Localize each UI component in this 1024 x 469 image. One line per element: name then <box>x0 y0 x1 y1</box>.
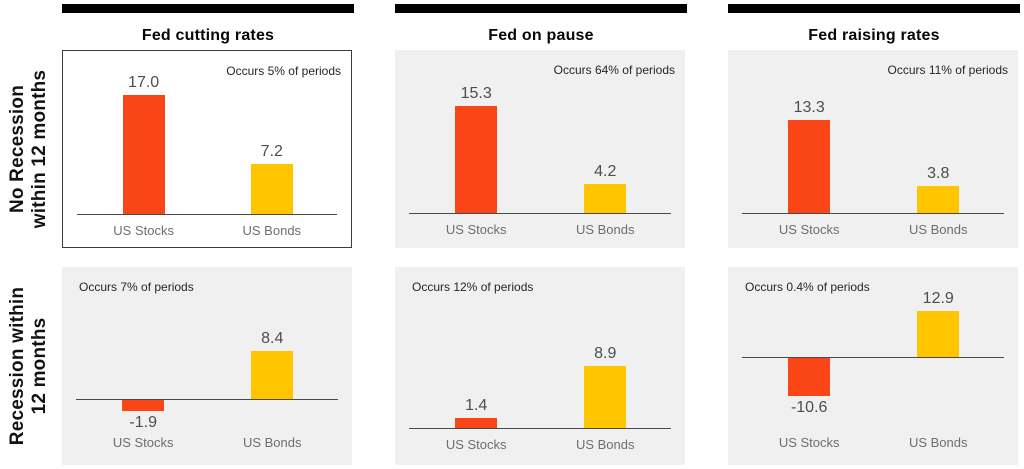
category-label: US Bonds <box>908 435 968 450</box>
category-label: US Bonds <box>242 223 302 238</box>
bar-value-label: 8.4 <box>261 330 284 348</box>
column-title-fed-raising: Fed raising rates <box>808 27 940 44</box>
x-axis-line <box>742 213 1004 214</box>
us-bonds-bar <box>251 351 294 399</box>
bar-value-label: 17.0 <box>128 74 160 91</box>
x-axis-line <box>76 399 338 400</box>
chart-panel-recession-fed-raising: Occurs 0.4% of periods -10.6 US Stocks 1… <box>728 267 1018 465</box>
bar-group-us-bonds: 8.4 US Bonds <box>212 267 332 465</box>
row-label-line: No Recession <box>7 84 28 214</box>
column-header-bar <box>62 4 354 13</box>
occurs-annotation: Occurs 7% of periods <box>79 280 194 294</box>
bar-value-label: 3.8 <box>927 165 950 183</box>
bar-group-us-bonds: 12.9 US Bonds <box>878 267 998 465</box>
us-stocks-bar <box>122 400 165 411</box>
bar-value-label: -10.6 <box>790 399 828 417</box>
occurs-annotation: Occurs 11% of periods <box>887 63 1009 77</box>
bar-group-us-stocks: 15.3 US Stocks <box>416 50 536 248</box>
bar-value-label: -1.9 <box>129 413 157 431</box>
row-label-recession: Recession within 12 months <box>7 266 53 466</box>
bar-group-us-bonds: 8.9 US Bonds <box>545 267 665 465</box>
bar-group-us-bonds: 4.2 US Bonds <box>545 50 665 248</box>
us-stocks-bar <box>455 105 498 213</box>
column-header-bar <box>395 4 687 13</box>
chart-panel-recession-fed-pause: Occurs 12% of periods 1.4 US Stocks 8.9 … <box>395 267 685 465</box>
occurs-annotation: Occurs 0.4% of periods <box>745 280 870 294</box>
bar-group-us-bonds: 3.8 US Bonds <box>878 50 998 248</box>
chart-panel-no-recession-fed-raising: Occurs 11% of periods 13.3 US Stocks 3.8… <box>728 50 1018 248</box>
bar-value-label: 12.9 <box>922 289 954 307</box>
x-axis-line <box>409 213 671 214</box>
bar-group-us-stocks: 17.0 US Stocks <box>84 51 204 247</box>
category-label: US Bonds <box>575 437 635 452</box>
x-axis-line <box>77 214 337 215</box>
us-bonds-bar <box>917 186 960 213</box>
chart-panel-no-recession-fed-pause: Occurs 64% of periods 15.3 US Stocks 4.2… <box>395 50 685 248</box>
x-axis-line <box>409 428 671 429</box>
category-label: US Stocks <box>112 435 174 450</box>
row-label-line: 12 months <box>28 317 50 415</box>
us-bonds-bar <box>917 310 960 357</box>
category-label: US Stocks <box>778 222 840 237</box>
chart-panel-recession-fed-cutting: Occurs 7% of periods -1.9 US Stocks 8.4 … <box>62 267 352 465</box>
row-label-no-recession: No Recession within 12 months <box>7 49 53 249</box>
column-header-bar <box>728 4 1020 13</box>
bar-value-label: 4.2 <box>594 162 617 180</box>
us-stocks-bar <box>788 358 831 397</box>
category-label: US Stocks <box>113 223 174 238</box>
bar-group-us-bonds: 7.2 US Bonds <box>212 51 332 247</box>
category-label: US Bonds <box>242 435 302 450</box>
us-stocks-bar <box>788 119 831 213</box>
bar-group-us-stocks: 13.3 US Stocks <box>749 50 869 248</box>
us-stocks-bar <box>455 418 498 428</box>
category-label: US Stocks <box>445 222 507 237</box>
row-label-line: within 12 months <box>28 69 50 229</box>
bar-value-label: 15.3 <box>460 84 492 102</box>
us-bonds-bar <box>250 163 293 214</box>
occurs-annotation: Occurs 12% of periods <box>412 280 534 294</box>
row-label-line: Recession within <box>7 286 28 446</box>
category-label: US Bonds <box>908 222 968 237</box>
column-title-fed-pause: Fed on pause <box>488 27 594 44</box>
occurs-annotation: Occurs 64% of periods <box>553 63 675 77</box>
bar-value-label: 8.9 <box>594 344 617 362</box>
category-label: US Bonds <box>575 222 635 237</box>
bar-value-label: 7.2 <box>260 142 283 160</box>
us-bonds-bar <box>584 183 627 213</box>
bar-group-us-stocks: -1.9 US Stocks <box>83 267 203 465</box>
us-bonds-bar <box>584 365 627 428</box>
chart-panel-no-recession-fed-cutting: Occurs 5% of periods 17.0 US Stocks 7.2 … <box>62 50 352 248</box>
x-axis-line <box>742 357 1004 358</box>
category-label: US Stocks <box>778 435 840 450</box>
bar-value-label: 13.3 <box>793 98 825 116</box>
category-label: US Stocks <box>445 437 507 452</box>
bar-group-us-stocks: -10.6 US Stocks <box>749 267 869 465</box>
bar-group-us-stocks: 1.4 US Stocks <box>416 267 536 465</box>
bar-value-label: 1.4 <box>465 397 488 415</box>
us-stocks-bar <box>122 95 165 214</box>
column-title-fed-cutting: Fed cutting rates <box>141 27 275 44</box>
occurs-annotation: Occurs 5% of periods <box>226 64 341 78</box>
